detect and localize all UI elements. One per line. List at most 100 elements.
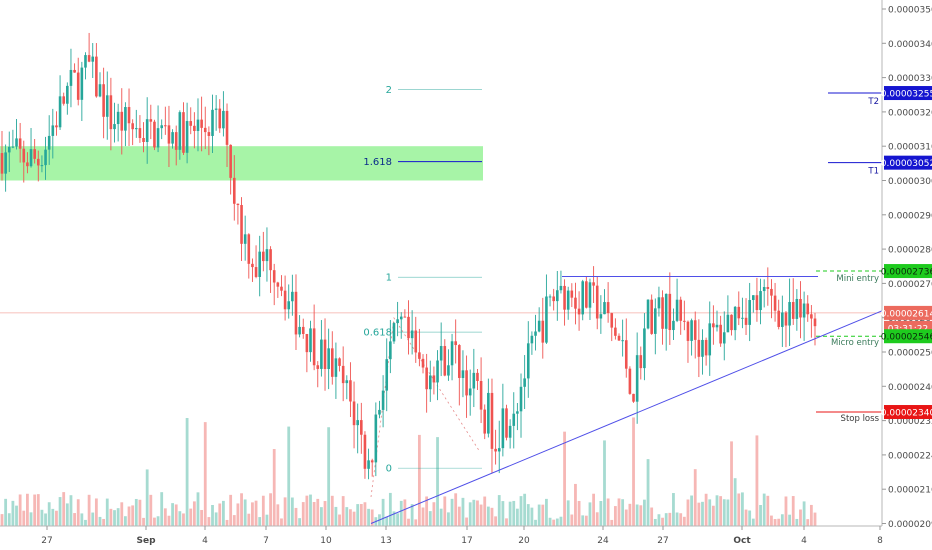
candle-body	[777, 310, 781, 327]
volume-bar	[606, 498, 610, 526]
volume-bar	[287, 426, 291, 526]
volume-bar	[519, 496, 523, 526]
price-tag-last	[884, 305, 932, 320]
volume-bar	[367, 508, 370, 526]
volume-bar	[675, 512, 679, 526]
y-tick-label: 0.00002900	[888, 211, 932, 221]
candle-body	[407, 316, 410, 339]
candle-body	[432, 375, 436, 383]
volume-bar	[261, 495, 265, 526]
y-tick-label: 0.00002500	[888, 349, 932, 359]
volume-bar	[225, 519, 229, 526]
candle-body	[770, 288, 773, 296]
candle-body	[26, 162, 29, 167]
candle-body	[211, 109, 214, 136]
candle-body	[799, 298, 802, 318]
x-tick-label: 27	[41, 536, 52, 546]
candle-body	[559, 285, 563, 291]
volume-bar	[200, 509, 204, 526]
volume-bar	[534, 519, 537, 526]
volume-bar	[356, 504, 360, 526]
fibonacci-extension[interactable]: 2 1.618 1 0.618 0	[363, 85, 482, 498]
x-tick-label: 20	[518, 536, 530, 546]
candle-body	[693, 320, 697, 340]
time-axis[interactable]: 27 Sep 4 7 10 13 17 20 24 27 Oct 4 8	[41, 526, 883, 546]
volume-bar	[617, 498, 621, 526]
x-tick-label: 7	[263, 536, 269, 546]
candle-body	[15, 138, 18, 147]
candle-body	[316, 365, 320, 369]
candle-body	[18, 138, 22, 149]
candle-body	[80, 67, 84, 100]
volume-bar	[563, 431, 566, 526]
volume-bar	[240, 493, 243, 526]
candle-body	[624, 340, 628, 369]
candle-body	[374, 414, 378, 463]
volume-bar	[628, 503, 632, 526]
y-tick-label: 0.00003200	[888, 108, 932, 118]
candle-body	[145, 119, 149, 142]
candle-body	[708, 323, 712, 356]
volume-bar	[145, 469, 149, 526]
volume-bar	[319, 507, 323, 526]
volume-bar	[338, 514, 341, 526]
volume-bar	[770, 515, 773, 526]
fib-level-label: 2	[386, 85, 392, 96]
volume-bar	[76, 499, 80, 526]
candle-body	[214, 108, 218, 110]
candle-body	[508, 425, 512, 438]
candle-body	[675, 299, 679, 321]
candle-body	[762, 287, 766, 292]
volume-bar	[323, 501, 327, 526]
volume-bar	[167, 515, 171, 526]
candle-body	[632, 393, 635, 402]
fib-anchor-path	[370, 316, 481, 498]
volume-bar	[610, 519, 614, 526]
candle-body	[276, 282, 280, 287]
volume-bar	[363, 502, 367, 526]
candle-body	[36, 158, 40, 166]
fib-level-label: 1.618	[363, 157, 392, 168]
candle-body	[0, 153, 4, 174]
candle-body	[178, 112, 182, 150]
candle-body	[425, 367, 428, 390]
fib-level-label: 0.618	[363, 328, 392, 339]
candle-body	[635, 355, 639, 402]
candle-body	[679, 299, 683, 321]
candle-body	[418, 352, 421, 359]
candle-body	[657, 297, 661, 309]
volume-bar	[345, 507, 349, 526]
volume-bar	[541, 504, 545, 526]
candle-body	[113, 124, 116, 130]
candle-body	[345, 380, 349, 384]
candle-body	[548, 296, 552, 298]
volume-bar	[29, 512, 33, 526]
candle-body	[399, 316, 403, 320]
candle-body	[744, 317, 748, 325]
candle-body	[530, 335, 534, 344]
price-note: Micro entry	[831, 338, 879, 348]
candle-body	[733, 306, 737, 331]
ascending-support-line[interactable]	[370, 310, 883, 524]
trend-lines[interactable]	[370, 276, 883, 524]
volume-bar	[632, 417, 635, 526]
volume-bar	[425, 496, 429, 526]
volume-bar	[352, 511, 356, 526]
volume-bar	[396, 513, 400, 526]
candle-body	[102, 84, 105, 117]
candle-body	[519, 386, 523, 412]
candle-body	[617, 335, 621, 341]
candle-body	[378, 409, 381, 415]
price-tag-entry	[884, 329, 932, 344]
volume-bar	[414, 519, 418, 526]
candle-body	[167, 125, 171, 144]
volume-bar	[192, 501, 196, 526]
candle-body	[47, 135, 51, 150]
candle-body	[142, 138, 145, 142]
candle-body	[614, 327, 617, 336]
candle-body	[7, 146, 11, 153]
y-tick-label: 0.00003100	[888, 143, 932, 153]
candle-body	[784, 312, 788, 326]
x-tick-label: 13	[380, 536, 391, 546]
